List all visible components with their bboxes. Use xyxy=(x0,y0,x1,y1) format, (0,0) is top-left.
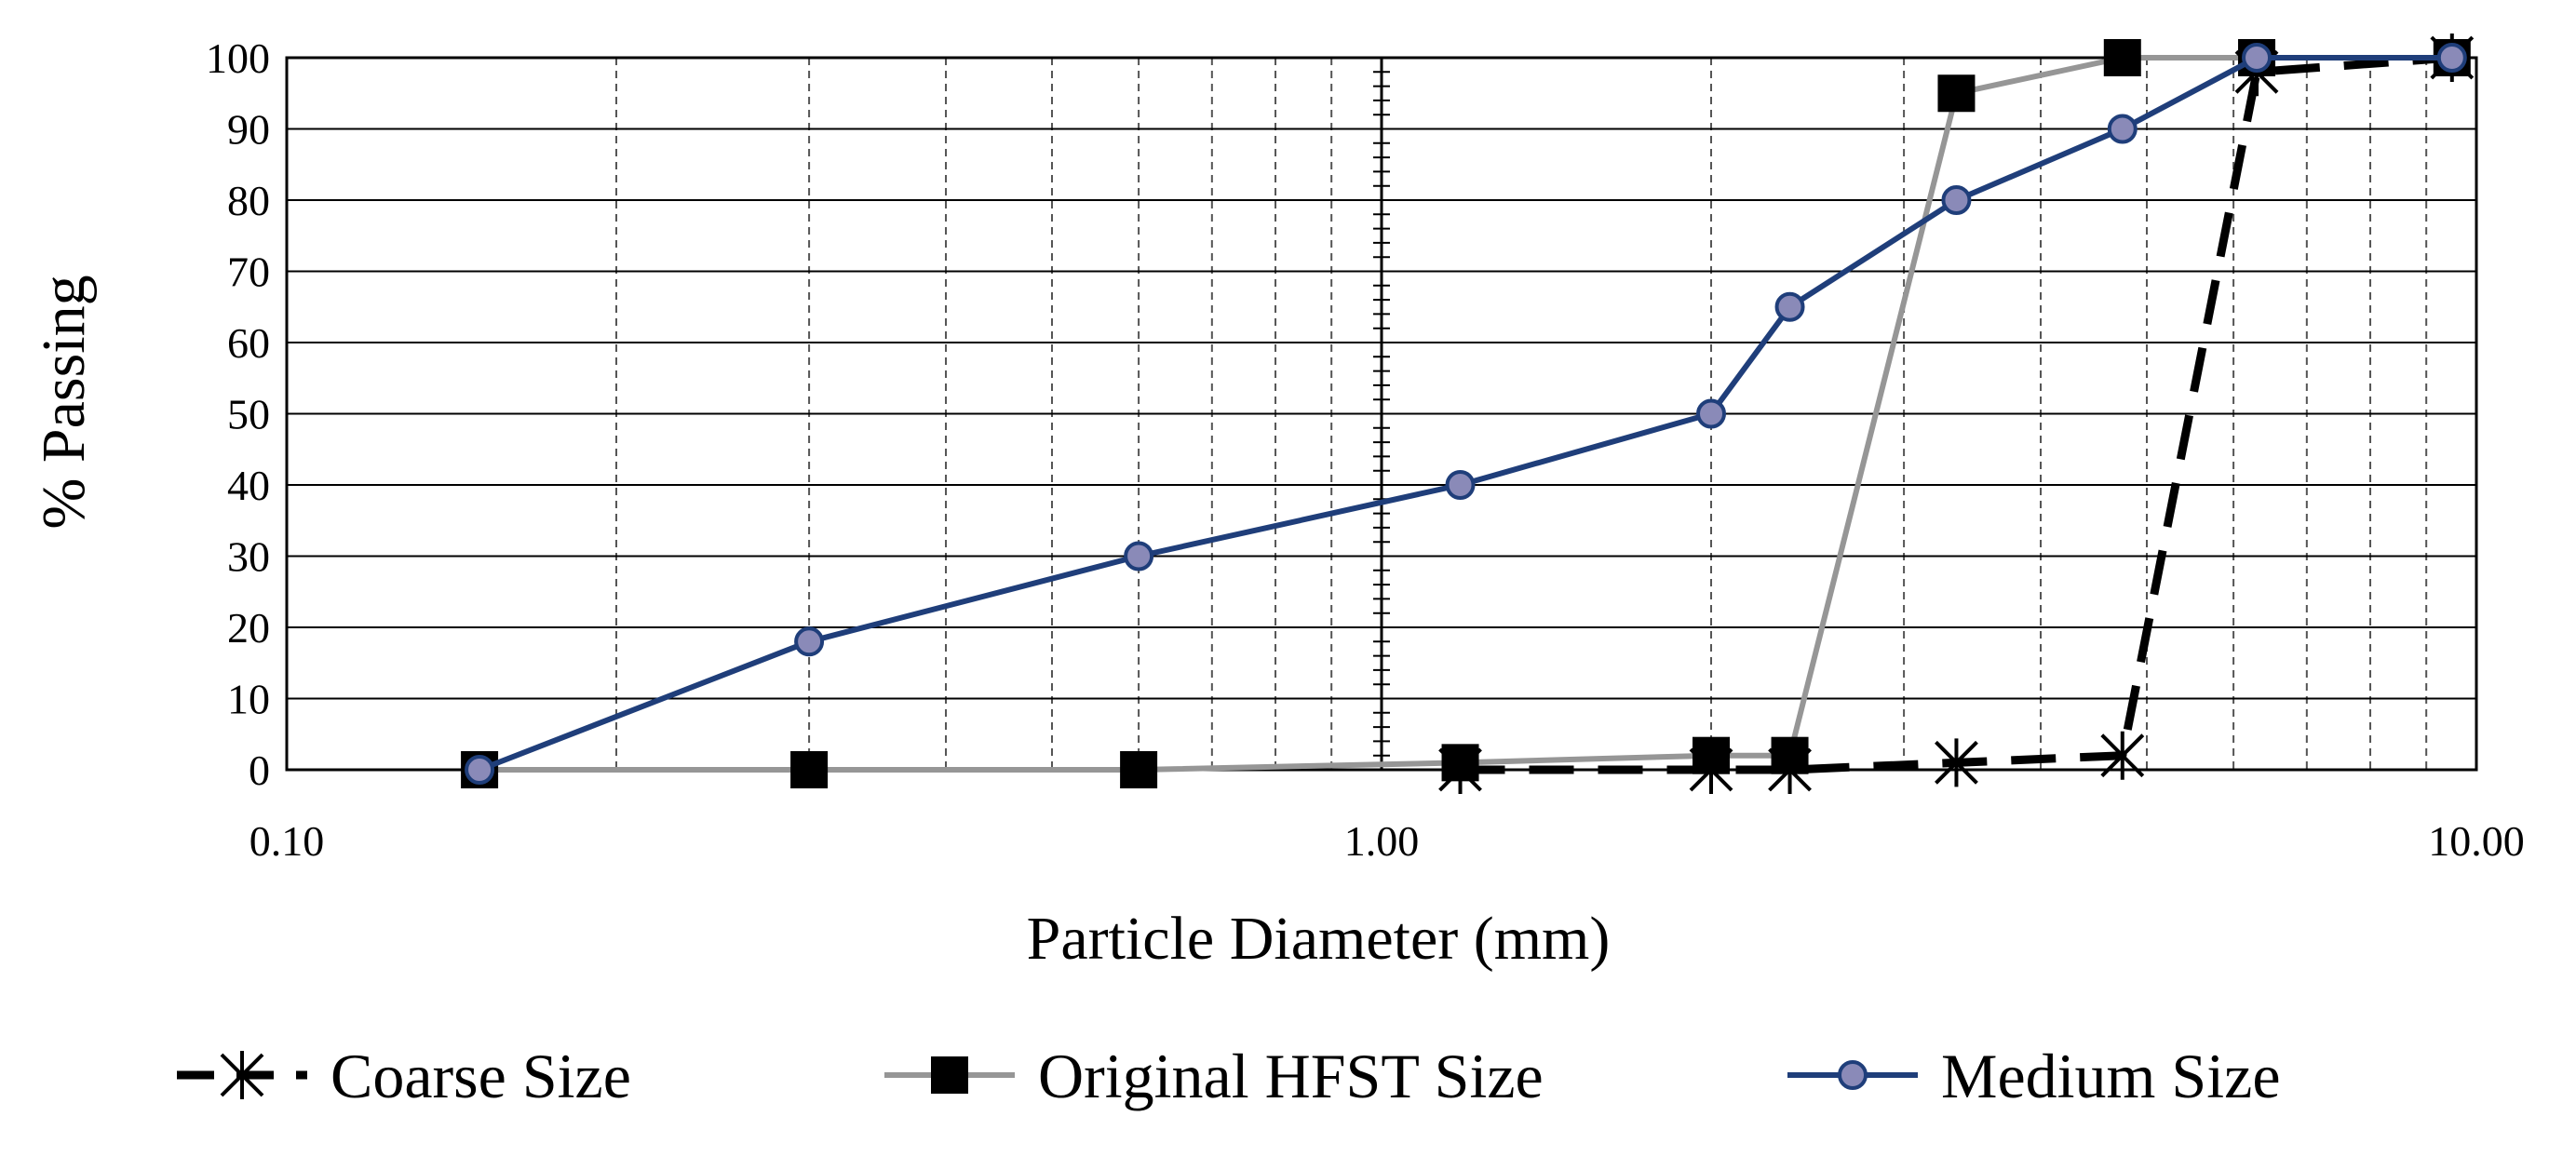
y-tick-label: 50 xyxy=(227,391,270,438)
data-point xyxy=(1941,185,1972,215)
data-point xyxy=(1124,541,1154,572)
data-point xyxy=(1768,746,1812,794)
data-point xyxy=(1935,738,1978,787)
x-axis-ticks: 0.10 1.00 10.00 xyxy=(250,817,2525,865)
data-point xyxy=(1689,746,1733,794)
legend-label: Medium Size xyxy=(1941,1041,2281,1111)
data-point xyxy=(794,626,825,657)
grid-lines xyxy=(287,57,2476,771)
data-point xyxy=(1445,470,1476,500)
data-point xyxy=(1937,74,1976,113)
data-point xyxy=(1696,398,1727,429)
x-tick-label: 1.00 xyxy=(1344,817,1420,865)
y-tick-label: 60 xyxy=(227,319,270,367)
data-point xyxy=(2100,731,2145,780)
series-medium-size xyxy=(465,43,2467,785)
legend: Coarse Size Original HFST Size Medium Size xyxy=(177,1041,2281,1111)
data-point xyxy=(465,755,495,785)
y-tick-label: 70 xyxy=(227,249,270,296)
y-tick-label: 80 xyxy=(227,177,270,224)
legend-item-original-hfst-size: Original HFST Size xyxy=(884,1041,1544,1111)
legend-marker xyxy=(1838,1060,1868,1090)
y-tick-label: 40 xyxy=(227,462,270,509)
legend-label: Coarse Size xyxy=(330,1041,631,1111)
x-tick-label: 0.10 xyxy=(250,817,325,865)
y-tick-label: 0 xyxy=(249,746,270,794)
legend-marker xyxy=(931,1056,968,1094)
y-axis-ticks: 0 10 20 30 40 50 60 70 80 90 100 xyxy=(206,34,270,794)
legend-marker xyxy=(220,1051,264,1099)
plot-frame xyxy=(285,56,2478,772)
legend-item-medium-size: Medium Size xyxy=(1787,1041,2281,1111)
data-point xyxy=(1774,291,1805,322)
legend-item-coarse-size: Coarse Size xyxy=(177,1041,631,1111)
data-point xyxy=(2436,43,2467,73)
x-axis-title: Particle Diameter (mm) xyxy=(1027,905,1611,973)
legend-label: Original HFST Size xyxy=(1038,1041,1544,1111)
series-layer xyxy=(461,34,2475,794)
y-tick-label: 10 xyxy=(227,676,270,723)
y-tick-label: 20 xyxy=(227,604,270,652)
y-tick-label: 30 xyxy=(227,533,270,581)
y-tick-label: 100 xyxy=(206,34,270,82)
data-point xyxy=(1120,751,1158,788)
series-line xyxy=(479,55,2452,773)
y-axis-title: % Passing xyxy=(30,275,98,529)
data-point xyxy=(2242,43,2273,73)
data-point xyxy=(2107,114,2138,144)
data-point xyxy=(2103,39,2141,76)
series-coarse-size xyxy=(1438,34,2475,794)
data-point xyxy=(1438,746,1482,794)
plot-border xyxy=(285,56,2478,772)
data-point xyxy=(790,751,829,788)
series-line xyxy=(479,55,2452,773)
x-tick-label: 10.00 xyxy=(2428,817,2525,865)
y-tick-label: 90 xyxy=(227,106,270,154)
